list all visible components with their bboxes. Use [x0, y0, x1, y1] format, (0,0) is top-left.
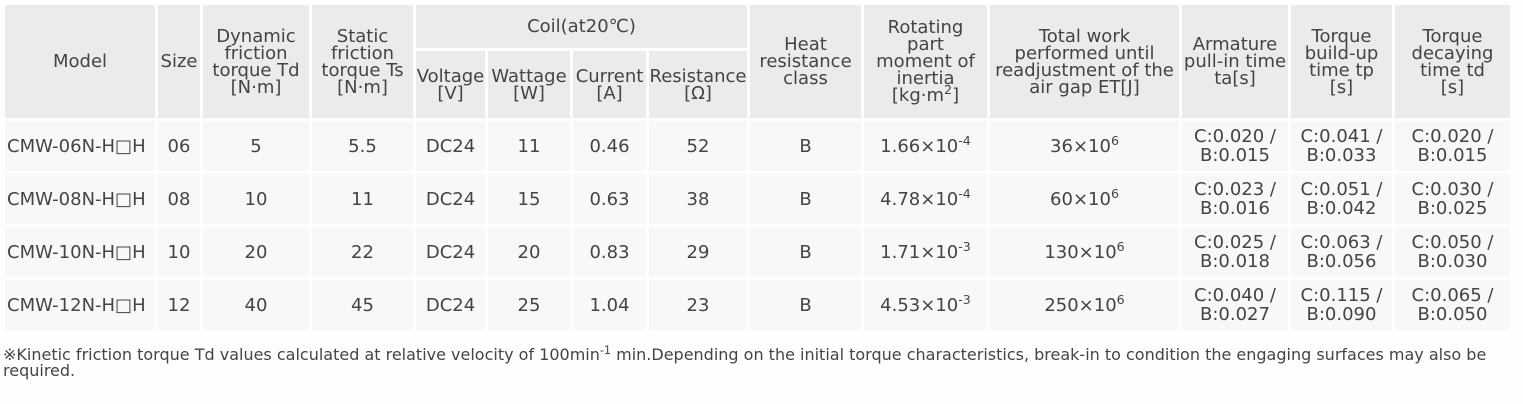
header-inertia: Rotating part moment of inertia [kg·m2]: [864, 5, 987, 118]
cell-resistance: 29: [649, 227, 747, 277]
cell-total-work: 36×106: [990, 121, 1179, 171]
table-row: CMW-12N-H□H 12 40 45 DC24 25 1.04 23 B 4.53×10-3 2…: [5, 280, 1510, 330]
cell-decay-time: C:0.020 /B:0.015: [1395, 121, 1510, 171]
cell-static-torque: 11: [312, 174, 413, 224]
cell-buildup-time: C:0.063 /B:0.056: [1291, 227, 1392, 277]
cell-armature-time: C:0.020 /B:0.015: [1182, 121, 1288, 171]
cell-buildup-time: C:0.051 /B:0.042: [1291, 174, 1392, 224]
cell-buildup-time: C:0.115 /B:0.090: [1291, 280, 1392, 330]
cell-heat-class: B: [750, 227, 861, 277]
header-current: Current [A]: [573, 51, 646, 118]
cell-total-work: 60×106: [990, 174, 1179, 224]
header-armature-time: Armature pull-in time ta[s]: [1182, 5, 1288, 118]
cell-size: 10: [158, 227, 200, 277]
cell-voltage: DC24: [416, 227, 485, 277]
cell-model: CMW-10N-H□H: [5, 227, 155, 277]
header-wattage: Wattage [W]: [488, 51, 570, 118]
cell-model: CMW-08N-H□H: [5, 174, 155, 224]
table-row: CMW-10N-H□H 10 20 22 DC24 20 0.83 29 B 1.71×10-3 1…: [5, 227, 1510, 277]
header-static-friction: Static friction torque Ts [N·m]: [312, 5, 413, 118]
cell-heat-class: B: [750, 174, 861, 224]
header-buildup-time: Torque build-up time tp [s]: [1291, 5, 1392, 118]
cell-size: 08: [158, 174, 200, 224]
footnote: ※Kinetic friction torque Td values calcu…: [3, 343, 1487, 380]
cell-voltage: DC24: [416, 174, 485, 224]
cell-current: 1.04: [573, 280, 646, 330]
cell-static-torque: 22: [312, 227, 413, 277]
spec-table: Model Size Dynamic friction torque Td [N·m]…: [2, 2, 1513, 333]
header-voltage: Voltage [V]: [416, 51, 485, 118]
cell-decay-time: C:0.030 /B:0.025: [1395, 174, 1510, 224]
cell-decay-time: C:0.050 /B:0.030: [1395, 227, 1510, 277]
cell-total-work: 250×106: [990, 280, 1179, 330]
cell-heat-class: B: [750, 280, 861, 330]
cell-static-torque: 45: [312, 280, 413, 330]
header-dynamic-friction: Dynamic friction torque Td [N·m]: [203, 5, 309, 118]
cell-resistance: 38: [649, 174, 747, 224]
header-decay-time: Torque decaying time td [s]: [1395, 5, 1510, 118]
cell-size: 12: [158, 280, 200, 330]
header-heat-class: Heat resistance class: [750, 5, 861, 118]
cell-heat-class: B: [750, 121, 861, 171]
cell-inertia: 4.78×10-4: [864, 174, 987, 224]
cell-wattage: 25: [488, 280, 570, 330]
cell-total-work: 130×106: [990, 227, 1179, 277]
cell-armature-time: C:0.023 /B:0.016: [1182, 174, 1288, 224]
cell-resistance: 23: [649, 280, 747, 330]
table-row: CMW-08N-H□H 08 10 11 DC24 15 0.63 38 B 4.78×10-4 6…: [5, 174, 1510, 224]
cell-current: 0.63: [573, 174, 646, 224]
cell-dynamic-torque: 20: [203, 227, 309, 277]
cell-voltage: DC24: [416, 280, 485, 330]
cell-static-torque: 5.5: [312, 121, 413, 171]
cell-model: CMW-06N-H□H: [5, 121, 155, 171]
cell-inertia: 1.66×10-4: [864, 121, 987, 171]
cell-resistance: 52: [649, 121, 747, 171]
header-size: Size: [158, 5, 200, 118]
header-coil: Coil(at20℃): [416, 5, 747, 48]
cell-inertia: 4.53×10-3: [864, 280, 987, 330]
cell-size: 06: [158, 121, 200, 171]
cell-armature-time: C:0.025 /B:0.018: [1182, 227, 1288, 277]
cell-armature-time: C:0.040 /B:0.027: [1182, 280, 1288, 330]
cell-dynamic-torque: 5: [203, 121, 309, 171]
cell-wattage: 20: [488, 227, 570, 277]
cell-model: CMW-12N-H□H: [5, 280, 155, 330]
cell-inertia: 1.71×10-3: [864, 227, 987, 277]
cell-voltage: DC24: [416, 121, 485, 171]
cell-wattage: 15: [488, 174, 570, 224]
cell-wattage: 11: [488, 121, 570, 171]
cell-current: 0.46: [573, 121, 646, 171]
cell-current: 0.83: [573, 227, 646, 277]
cell-dynamic-torque: 40: [203, 280, 309, 330]
header-resistance: Resistance [Ω]: [649, 51, 747, 118]
cell-decay-time: C:0.065 /B:0.050: [1395, 280, 1510, 330]
table-row: CMW-06N-H□H 06 5 5.5 DC24 11 0.46 52 B 1.66×10-4 3…: [5, 121, 1510, 171]
header-model: Model: [5, 5, 155, 118]
header-total-work: Total work performed until readjustment of…: [990, 5, 1179, 118]
cell-dynamic-torque: 10: [203, 174, 309, 224]
cell-buildup-time: C:0.041 /B:0.033: [1291, 121, 1392, 171]
